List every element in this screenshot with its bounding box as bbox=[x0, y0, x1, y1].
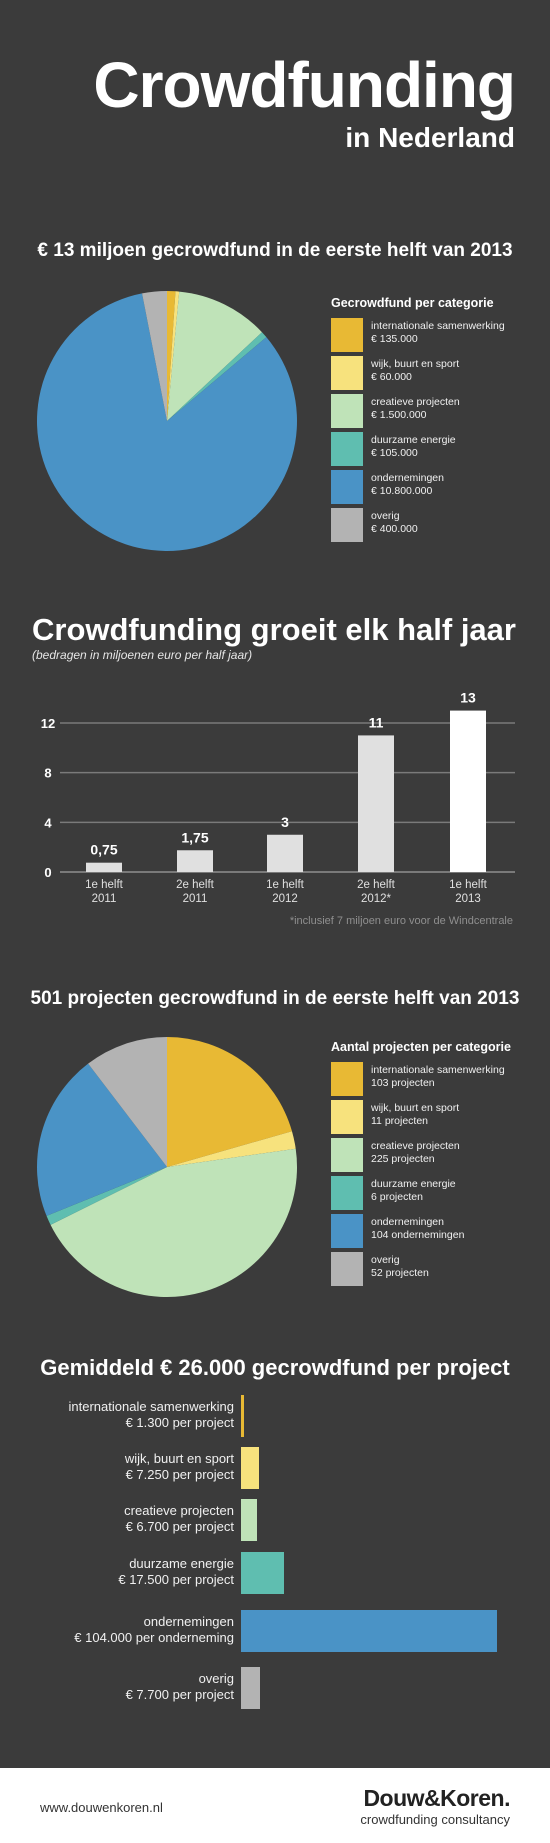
legend-label: internationale samenwerking € 135.000 bbox=[371, 320, 505, 345]
y-tick-label: 8 bbox=[44, 766, 51, 781]
pie-slice-duurzame bbox=[46, 1167, 167, 1225]
section4-title: Gemiddeld € 26.000 gecrowdfund per proje… bbox=[40, 1355, 510, 1380]
legend-label: wijk, buurt en sport 11 projecten bbox=[371, 1102, 460, 1127]
hbar-label: internationale samenwerking € 1.300 per p… bbox=[68, 1399, 234, 1430]
brand-logo: Douw&Koren. bbox=[363, 1785, 510, 1811]
legend-swatch bbox=[331, 1062, 363, 1096]
legend-label: creatieve projecten 225 projecten bbox=[371, 1140, 460, 1165]
pie-slice-internationale bbox=[167, 291, 176, 421]
legend-label: duurzame energie € 105.000 bbox=[371, 434, 456, 459]
page-title: Crowdfunding bbox=[93, 49, 516, 121]
hbar-label: duurzame energie € 17.500 per project bbox=[118, 1556, 234, 1587]
legend-label: overig € 400.000 bbox=[371, 510, 418, 535]
x-tick-label: 1e helft bbox=[266, 879, 305, 891]
pie-slice-wijk bbox=[167, 291, 180, 421]
footer: www.douwenkoren.nl Douw&Koren. crowdfund… bbox=[0, 1768, 550, 1843]
bar bbox=[267, 834, 303, 872]
y-tick-label: 12 bbox=[41, 716, 55, 731]
pie-slice-wijk bbox=[167, 1131, 296, 1167]
section3-title: 501 projecten gecrowdfund in de eerste h… bbox=[30, 988, 520, 1009]
hbar bbox=[241, 1552, 285, 1594]
hbar bbox=[241, 1395, 245, 1437]
bar-chart-growth: 0 4 8 12 0,75 1e helft 2011 1,75 2e helft 2011 3 1e… bbox=[41, 690, 515, 905]
legend-swatch bbox=[331, 356, 363, 390]
pie-slice-overig bbox=[88, 1037, 167, 1167]
hbar bbox=[241, 1610, 497, 1652]
legend-projects: Aantal projecten per categorie internati… bbox=[331, 1040, 541, 1300]
chart-footnote: *inclusief 7 miljoen euro voor de Windce… bbox=[289, 915, 513, 927]
bar bbox=[86, 862, 122, 872]
x-tick-label: 2e helft bbox=[176, 879, 215, 891]
bar-data-label: 1,75 bbox=[181, 829, 208, 845]
x-tick-label: 2012 bbox=[272, 893, 298, 905]
legend-swatch bbox=[331, 318, 363, 352]
pie-slice-overig bbox=[142, 291, 167, 421]
legend-swatch bbox=[331, 508, 363, 542]
hbar-label: creatieve projecten € 6.700 per project bbox=[124, 1503, 234, 1534]
pie-slice-internationale bbox=[167, 1037, 292, 1167]
pie-chart-funding bbox=[36, 291, 297, 551]
section1-title: € 13 miljoen gecrowdfund in de eerste he… bbox=[37, 240, 513, 261]
legend-swatch bbox=[331, 432, 363, 466]
pie-slice-creatieve bbox=[50, 1148, 297, 1297]
footer-url[interactable]: www.douwenkoren.nl bbox=[40, 1800, 163, 1815]
legend-swatch bbox=[331, 1176, 363, 1210]
legend-label: ondernemingen 104 ondernemingen bbox=[371, 1216, 465, 1241]
legend-funding: Gecrowdfund per categorie internationale… bbox=[331, 296, 541, 556]
section2-subtitle: (bedragen in miljoenen euro per half jaa… bbox=[32, 648, 253, 662]
bar-data-label: 3 bbox=[281, 814, 289, 830]
legend-label: ondernemingen € 10.800.000 bbox=[371, 472, 444, 497]
x-tick-label: 1e helft bbox=[85, 879, 124, 891]
legend-swatch bbox=[331, 1100, 363, 1134]
x-tick-label: 2011 bbox=[183, 893, 208, 905]
pie-slice-ondernemingen bbox=[36, 293, 297, 551]
bar-data-label: 11 bbox=[369, 714, 384, 730]
legend-label: creatieve projecten € 1.500.000 bbox=[371, 396, 460, 421]
bar-data-label: 13 bbox=[460, 690, 476, 706]
legend-label: wijk, buurt en sport € 60.000 bbox=[371, 358, 460, 383]
pie-slice-creatieve bbox=[167, 291, 262, 421]
bar bbox=[450, 710, 486, 872]
hbar-label: overig € 7.700 per project bbox=[125, 1671, 234, 1702]
x-tick-label: 2011 bbox=[92, 893, 117, 905]
x-tick-label: 2e helft bbox=[357, 879, 396, 891]
legend-swatch bbox=[331, 1214, 363, 1248]
bar-data-label: 0,75 bbox=[90, 842, 117, 858]
x-tick-label: 2013 bbox=[455, 893, 481, 905]
horizontal-bar-chart-average: internationale samenwerking € 1.300 per p… bbox=[0, 1395, 550, 1725]
legend-title: Aantal projecten per categorie bbox=[331, 1040, 511, 1054]
section2-title: Crowdfunding groeit elk half jaar bbox=[32, 612, 516, 647]
hbar bbox=[241, 1447, 259, 1489]
pie-slice-ondernemingen bbox=[36, 1063, 167, 1216]
bar bbox=[358, 735, 394, 872]
pie-chart-projects bbox=[36, 1037, 297, 1297]
x-tick-label: 2012* bbox=[361, 893, 392, 905]
x-tick-label: 1e helft bbox=[449, 879, 488, 891]
bar bbox=[177, 850, 213, 872]
legend-swatch bbox=[331, 1138, 363, 1172]
hbar-label: wijk, buurt en sport € 7.250 per project bbox=[124, 1451, 234, 1482]
brand-tagline: crowdfunding consultancy bbox=[360, 1812, 510, 1827]
legend-swatch bbox=[331, 470, 363, 504]
legend-swatch bbox=[331, 1252, 363, 1286]
hbar-label: ondernemingen € 104.000 per onderneming bbox=[74, 1614, 234, 1645]
y-tick-label: 0 bbox=[44, 865, 51, 880]
page-subtitle: in Nederland bbox=[345, 122, 515, 153]
pie-slice-duurzame bbox=[167, 332, 267, 421]
hbar bbox=[241, 1499, 258, 1541]
hbar bbox=[241, 1667, 260, 1709]
legend-label: overig 52 projecten bbox=[371, 1254, 429, 1279]
y-tick-label: 4 bbox=[44, 815, 52, 830]
legend-swatch bbox=[331, 394, 363, 428]
legend-label: internationale samenwerking 103 projecten bbox=[371, 1064, 505, 1089]
legend-label: duurzame energie 6 projecten bbox=[371, 1178, 456, 1203]
legend-title: Gecrowdfund per categorie bbox=[331, 296, 494, 310]
